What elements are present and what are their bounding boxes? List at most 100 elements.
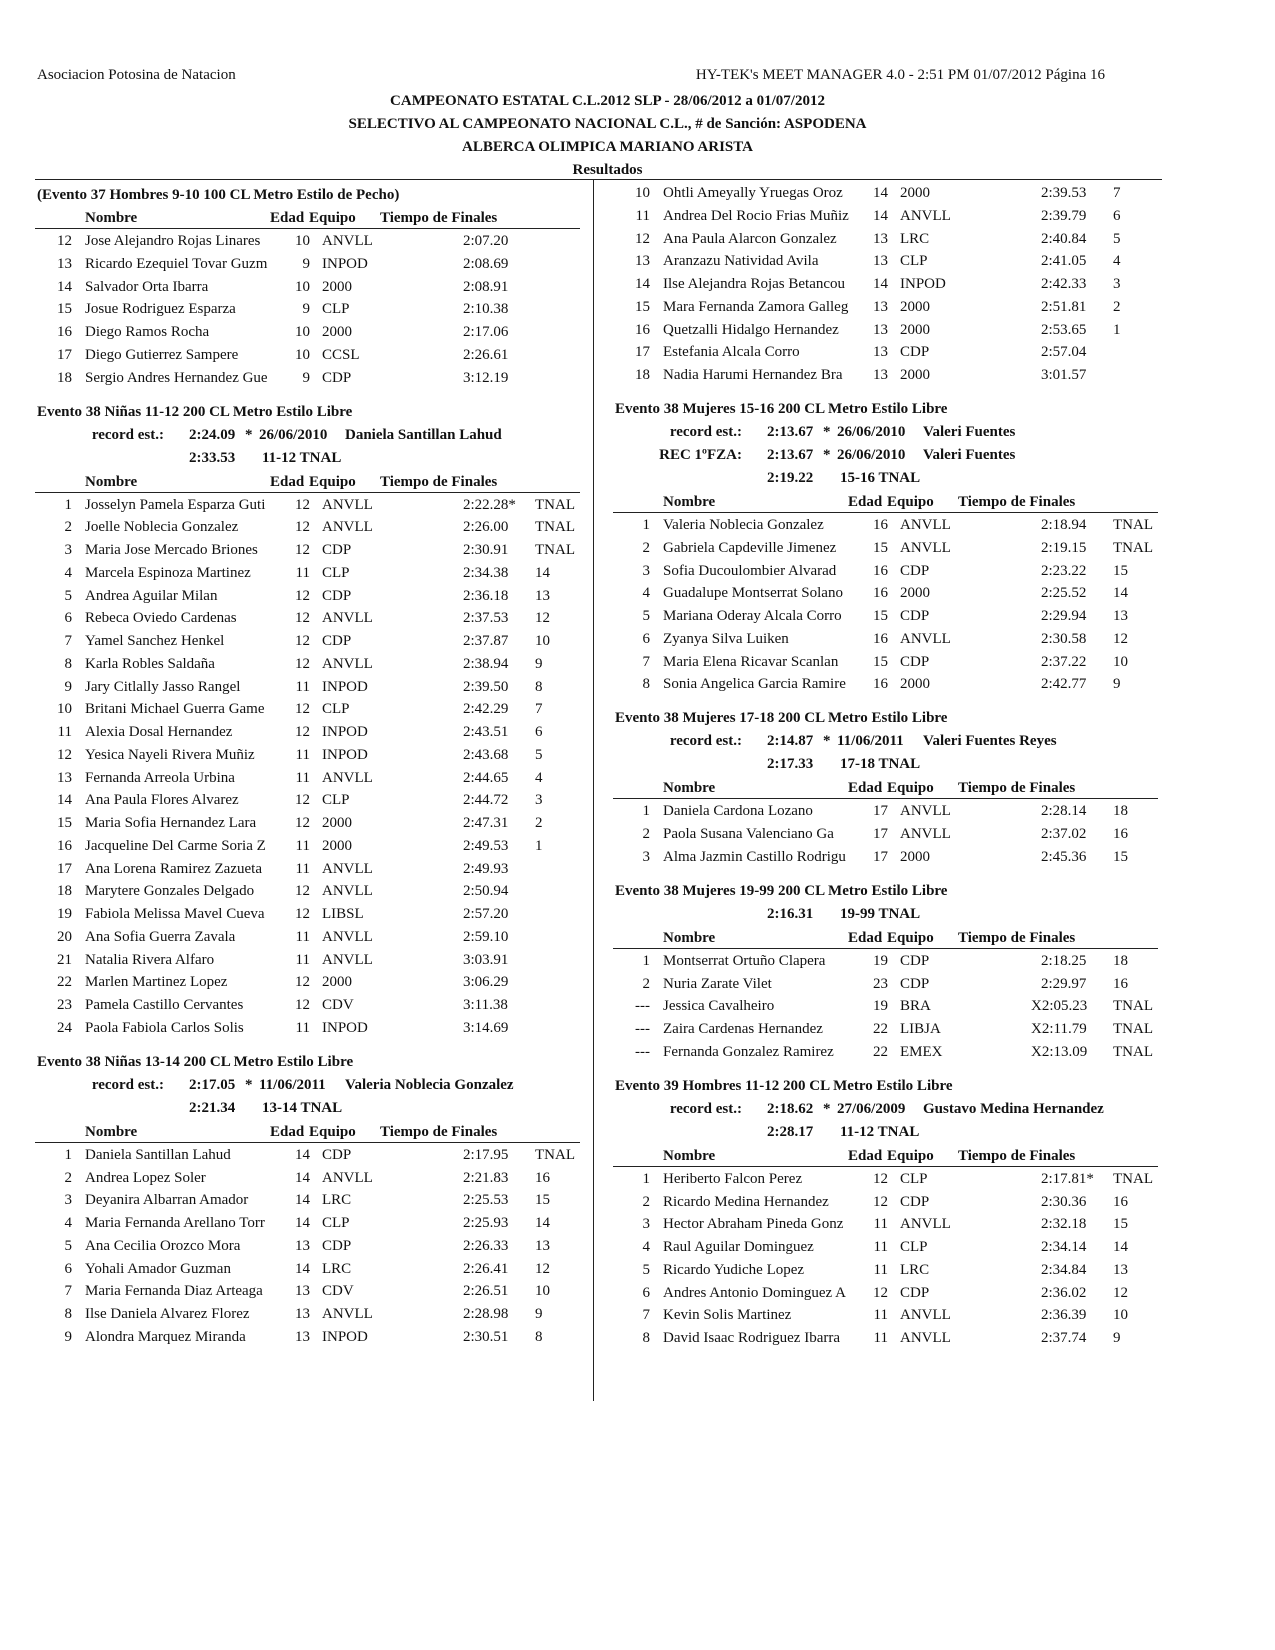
place: 1 bbox=[64, 1146, 73, 1163]
final-time: 2:43.68 bbox=[463, 746, 509, 763]
record-date: 26/06/2010 bbox=[259, 426, 328, 443]
points: 3 bbox=[1113, 276, 1121, 292]
swimmer-name: Aranzazu Natividad Avila bbox=[663, 253, 819, 270]
place: 17 bbox=[57, 346, 72, 363]
team: CDP bbox=[900, 653, 930, 670]
final-time: 3:06.29 bbox=[463, 974, 509, 991]
final-time: 2:08.69 bbox=[463, 255, 509, 272]
swimmer-name: Hector Abraham Pineda Gonz bbox=[663, 1216, 844, 1233]
place: 24 bbox=[57, 1019, 72, 1036]
place: 7 bbox=[642, 653, 651, 670]
final-time: 2:30.58 bbox=[1041, 630, 1087, 647]
venue: ALBERCA OLIMPICA MARIANO ARISTA bbox=[461, 139, 753, 155]
record-label: REC 1ºFZA: bbox=[659, 447, 742, 463]
qualifying-label: 11-12 TNAL bbox=[840, 1123, 920, 1140]
column-header: Tiempo de Finales bbox=[958, 1147, 1076, 1164]
place: 6 bbox=[642, 1284, 651, 1301]
team: ANVLL bbox=[322, 233, 373, 249]
age: 11 bbox=[295, 860, 310, 877]
swimmer-name: Ricardo Medina Hernandez bbox=[663, 1193, 829, 1210]
event-title: Evento 38 Niñas 13-14 200 CL Metro Estil… bbox=[37, 1053, 354, 1070]
team: LRC bbox=[322, 1260, 352, 1277]
age: 13 bbox=[295, 1237, 310, 1254]
final-time: 2:25.93 bbox=[463, 1215, 509, 1231]
swimmer-name: Marlen Martinez Lopez bbox=[85, 974, 228, 991]
final-time: 2:30.36 bbox=[1041, 1193, 1087, 1210]
swimmer-name: Andres Antonio Dominguez A bbox=[663, 1284, 846, 1301]
team: CLP bbox=[322, 564, 350, 581]
column-header: Nombre bbox=[85, 1123, 138, 1140]
age: 11 bbox=[295, 928, 310, 945]
swimmer-name: Ohtli Ameyally Yruegas Oroz bbox=[663, 185, 843, 201]
team: 2000 bbox=[322, 278, 352, 295]
age: 13 bbox=[873, 344, 888, 361]
swimmer-name: Jary Citlally Jasso Rangel bbox=[85, 678, 241, 695]
column-header: Tiempo de Finales bbox=[380, 210, 498, 226]
team: 2000 bbox=[900, 321, 930, 338]
organization: Asociacion Potosina de Natacion bbox=[37, 67, 236, 83]
swimmer-name: Yohali Amador Guzman bbox=[85, 1260, 231, 1277]
age: 12 bbox=[295, 496, 310, 513]
final-time: 2:42.33 bbox=[1041, 276, 1087, 292]
age: 16 bbox=[873, 585, 888, 602]
team: INPOD bbox=[322, 1019, 368, 1036]
team: ANVLL bbox=[900, 1216, 951, 1233]
place: 4 bbox=[642, 585, 651, 602]
points: TNAL bbox=[1113, 1043, 1153, 1060]
place: 10 bbox=[635, 185, 650, 201]
team: LIBSL bbox=[322, 906, 364, 922]
points: 12 bbox=[1113, 630, 1128, 647]
place: --- bbox=[635, 998, 650, 1015]
team: CDV bbox=[322, 997, 354, 1013]
place: 11 bbox=[635, 207, 650, 224]
team: ANVLL bbox=[322, 883, 373, 900]
swimmer-name: Fernanda Gonzalez Ramirez bbox=[663, 1043, 834, 1060]
age: 12 bbox=[295, 655, 310, 672]
final-time: 2:30.91 bbox=[463, 542, 509, 558]
team: CDP bbox=[900, 562, 930, 579]
final-time: 2:08.91 bbox=[463, 278, 509, 295]
age: 12 bbox=[295, 701, 310, 718]
record-holder: Valeri Fuentes bbox=[923, 447, 1016, 463]
points: 13 bbox=[535, 587, 550, 604]
swimmer-name: Josselyn Pamela Esparza Guti bbox=[85, 496, 266, 513]
swimmer-name: Jacqueline Del Carme Soria Z bbox=[85, 837, 266, 854]
age: 14 bbox=[295, 1215, 310, 1231]
age: 16 bbox=[873, 562, 888, 579]
points: 10 bbox=[535, 1283, 550, 1300]
final-time: 2:34.38 bbox=[463, 564, 509, 581]
age: 22 bbox=[873, 1043, 888, 1060]
points: 18 bbox=[1113, 803, 1128, 820]
team: 2000 bbox=[900, 585, 930, 602]
final-time: 2:17.81* bbox=[1041, 1170, 1094, 1187]
points: 13 bbox=[535, 1237, 550, 1254]
swimmer-name: Yesica Nayeli Rivera Muñiz bbox=[85, 746, 255, 763]
place: 5 bbox=[642, 1261, 651, 1278]
column-header: Equipo bbox=[309, 473, 356, 490]
place: 23 bbox=[57, 997, 72, 1013]
final-time: 2:42.77 bbox=[1041, 676, 1087, 693]
points: 14 bbox=[535, 564, 550, 581]
place: --- bbox=[635, 1021, 650, 1037]
team: CLP bbox=[900, 1239, 928, 1255]
swimmer-name: Josue Rodriguez Esparza bbox=[85, 301, 236, 318]
age: 11 bbox=[873, 1307, 888, 1324]
points: 1 bbox=[535, 837, 543, 854]
team: 2000 bbox=[900, 367, 930, 383]
age: 11 bbox=[873, 1261, 888, 1278]
age: 13 bbox=[295, 1283, 310, 1300]
final-time: X2:13.09 bbox=[1031, 1043, 1088, 1060]
swimmer-name: Daniela Cardona Lozano bbox=[663, 803, 813, 820]
age: 12 bbox=[295, 883, 310, 900]
age: 11 bbox=[873, 1330, 888, 1346]
swimmer-name: Daniela Santillan Lahud bbox=[85, 1146, 231, 1163]
record-mark: * bbox=[823, 447, 831, 463]
points: 12 bbox=[1113, 1284, 1128, 1301]
place: 12 bbox=[57, 746, 72, 763]
swimmer-name: Yamel Sanchez Henkel bbox=[85, 633, 225, 649]
team: 2000 bbox=[900, 298, 930, 315]
final-time: 2:36.02 bbox=[1041, 1284, 1087, 1301]
swimmer-name: Heriberto Falcon Perez bbox=[663, 1170, 803, 1187]
team: CLP bbox=[322, 301, 350, 318]
swimmer-name: Alexia Dosal Hernandez bbox=[85, 724, 233, 740]
